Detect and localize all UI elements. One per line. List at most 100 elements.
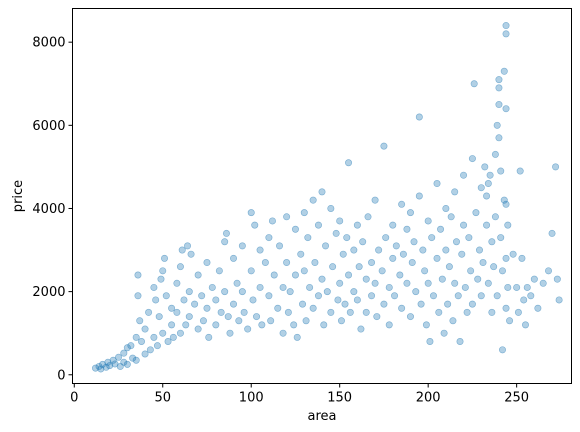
data-point <box>322 242 330 250</box>
y-axis-label: price <box>11 180 26 212</box>
data-point <box>391 292 399 300</box>
data-point <box>203 304 211 312</box>
data-point <box>497 234 505 242</box>
data-point <box>217 308 225 316</box>
data-point <box>467 267 475 275</box>
data-point <box>276 242 284 250</box>
data-point <box>417 300 425 308</box>
data-point <box>283 259 291 267</box>
data-point <box>477 292 485 300</box>
data-point <box>521 321 529 329</box>
data-point <box>134 292 142 300</box>
data-point <box>498 267 506 275</box>
data-point <box>329 263 337 271</box>
data-point <box>371 279 379 287</box>
data-point <box>161 254 169 262</box>
data-point <box>484 180 492 188</box>
data-point <box>463 308 471 316</box>
data-point <box>353 221 361 229</box>
y-tick-label: 8000 <box>32 36 65 51</box>
data-point <box>468 155 476 163</box>
x-tick-label: 150 <box>327 391 352 406</box>
y-tick-label: 0 <box>57 368 65 383</box>
data-point <box>502 30 510 38</box>
data-point <box>306 283 314 291</box>
data-point <box>424 279 432 287</box>
data-point <box>191 300 199 308</box>
data-point <box>286 288 294 296</box>
data-point <box>203 259 211 267</box>
data-point <box>146 346 154 354</box>
data-point <box>304 234 312 242</box>
data-point <box>336 279 344 287</box>
data-point <box>291 271 299 279</box>
data-point <box>300 209 308 217</box>
x-tick-label: 0 <box>70 391 78 406</box>
y-axis: 0 2000 4000 6000 8000 <box>32 36 73 383</box>
data-point <box>106 362 114 370</box>
data-point <box>552 163 560 171</box>
data-point <box>178 246 186 254</box>
data-point <box>153 342 161 350</box>
data-point <box>208 283 216 291</box>
data-point <box>141 350 149 358</box>
data-point <box>194 271 202 279</box>
data-point <box>226 329 234 337</box>
data-point <box>451 279 459 287</box>
data-point <box>336 217 344 225</box>
data-point <box>339 250 347 258</box>
data-point <box>452 238 460 246</box>
data-point <box>221 238 229 246</box>
data-point <box>449 317 457 325</box>
data-point <box>359 238 367 246</box>
data-point <box>429 292 437 300</box>
data-point <box>267 317 275 325</box>
data-point <box>357 325 365 333</box>
data-point <box>155 313 163 321</box>
data-point <box>185 288 193 296</box>
data-point <box>355 263 363 271</box>
data-point <box>375 246 383 254</box>
data-point <box>221 288 229 296</box>
data-point <box>132 356 140 364</box>
data-point <box>334 296 342 304</box>
data-point <box>389 221 397 229</box>
data-point <box>212 296 220 304</box>
data-point <box>502 304 510 312</box>
data-point <box>514 308 522 316</box>
data-point <box>415 192 423 200</box>
data-point <box>442 204 450 212</box>
plot-area <box>72 8 572 384</box>
data-point <box>406 209 414 217</box>
x-axis: 0 50 100 150 200 250 <box>70 383 529 406</box>
data-point <box>468 300 476 308</box>
data-point <box>159 267 167 275</box>
data-point <box>182 321 190 329</box>
data-point <box>185 313 193 321</box>
data-point <box>240 308 248 316</box>
data-point <box>233 279 241 287</box>
data-point <box>332 229 340 237</box>
data-point <box>385 283 393 291</box>
data-point <box>461 283 469 291</box>
data-point <box>150 333 158 341</box>
data-point <box>265 292 273 300</box>
data-point <box>444 300 452 308</box>
data-point <box>488 238 496 246</box>
data-point <box>199 317 207 325</box>
data-point <box>403 279 411 287</box>
data-point <box>460 221 468 229</box>
data-point <box>283 213 291 221</box>
data-point <box>419 246 427 254</box>
data-point <box>168 321 176 329</box>
data-point <box>337 317 345 325</box>
plot-frame <box>72 8 572 384</box>
data-point <box>486 171 494 179</box>
data-point <box>392 242 400 250</box>
data-point <box>497 167 505 175</box>
data-point <box>440 329 448 337</box>
data-point <box>123 344 131 352</box>
data-point <box>422 321 430 329</box>
data-point <box>157 275 165 283</box>
